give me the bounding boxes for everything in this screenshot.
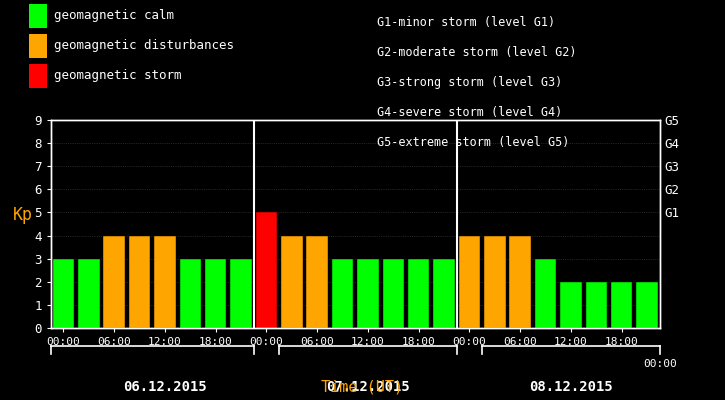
Bar: [560, 282, 581, 328]
Text: G4-severe storm (level G4): G4-severe storm (level G4): [377, 106, 563, 119]
Bar: [408, 259, 429, 328]
Text: geomagnetic storm: geomagnetic storm: [54, 70, 182, 82]
Bar: [104, 236, 125, 328]
Bar: [383, 259, 404, 328]
Bar: [154, 236, 175, 328]
Text: G1-minor storm (level G1): G1-minor storm (level G1): [377, 16, 555, 29]
Bar: [510, 236, 531, 328]
Bar: [459, 236, 480, 328]
Bar: [231, 259, 252, 328]
Text: 08.12.2015: 08.12.2015: [529, 380, 613, 394]
Text: Time (UT): Time (UT): [321, 379, 404, 394]
Text: G2-moderate storm (level G2): G2-moderate storm (level G2): [377, 46, 576, 59]
Bar: [78, 259, 99, 328]
Bar: [332, 259, 353, 328]
Bar: [611, 282, 632, 328]
Bar: [357, 259, 378, 328]
Bar: [129, 236, 150, 328]
Bar: [256, 212, 277, 328]
Bar: [307, 236, 328, 328]
Text: geomagnetic disturbances: geomagnetic disturbances: [54, 40, 234, 52]
Bar: [637, 282, 658, 328]
Y-axis label: Kp: Kp: [13, 206, 33, 224]
Text: 07.12.2015: 07.12.2015: [326, 380, 410, 394]
Bar: [281, 236, 302, 328]
Text: 06.12.2015: 06.12.2015: [123, 380, 207, 394]
Bar: [180, 259, 201, 328]
Bar: [535, 259, 556, 328]
Text: geomagnetic calm: geomagnetic calm: [54, 10, 175, 22]
Bar: [484, 236, 505, 328]
Text: G3-strong storm (level G3): G3-strong storm (level G3): [377, 76, 563, 89]
Text: G5-extreme storm (level G5): G5-extreme storm (level G5): [377, 136, 569, 149]
Text: 00:00: 00:00: [643, 359, 676, 369]
Bar: [205, 259, 226, 328]
Bar: [586, 282, 607, 328]
Bar: [434, 259, 455, 328]
Bar: [53, 259, 74, 328]
